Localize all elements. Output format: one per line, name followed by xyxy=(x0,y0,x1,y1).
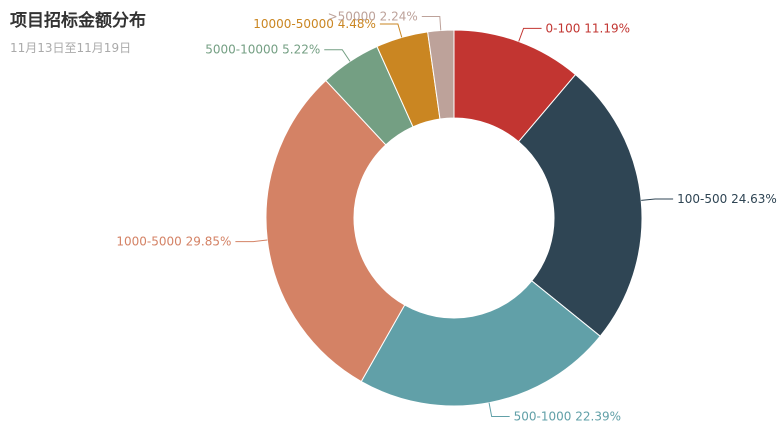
leader-line-2 xyxy=(488,402,510,417)
leader-line-4 xyxy=(324,49,351,62)
slice-50000[interactable] xyxy=(427,29,455,120)
slice-1000-5000[interactable] xyxy=(265,79,406,383)
slice-label: 5000-10000 5.22% xyxy=(205,43,320,57)
slice-100-500[interactable] xyxy=(517,73,643,337)
slice-label: 0-100 11.19% xyxy=(546,21,630,35)
leader-line-0 xyxy=(518,27,542,42)
slice-500-1000[interactable] xyxy=(360,280,601,407)
leader-line-1 xyxy=(641,198,674,201)
leader-line-6 xyxy=(421,15,442,31)
chart-title: 项目招标金额分布 xyxy=(10,11,146,31)
slice-label: 1000-5000 29.85% xyxy=(116,235,231,249)
leader-line-3 xyxy=(235,239,268,243)
slice-label: >50000 2.24% xyxy=(328,9,418,23)
slice-label: 100-500 24.63% xyxy=(677,192,777,206)
slice-label: 10000-50000 4.48% xyxy=(253,17,376,31)
slice-label: 500-1000 22.39% xyxy=(514,409,621,423)
leader-line-5 xyxy=(379,23,403,38)
chart-subtitle: 11月13日至11月19日 xyxy=(10,41,132,55)
